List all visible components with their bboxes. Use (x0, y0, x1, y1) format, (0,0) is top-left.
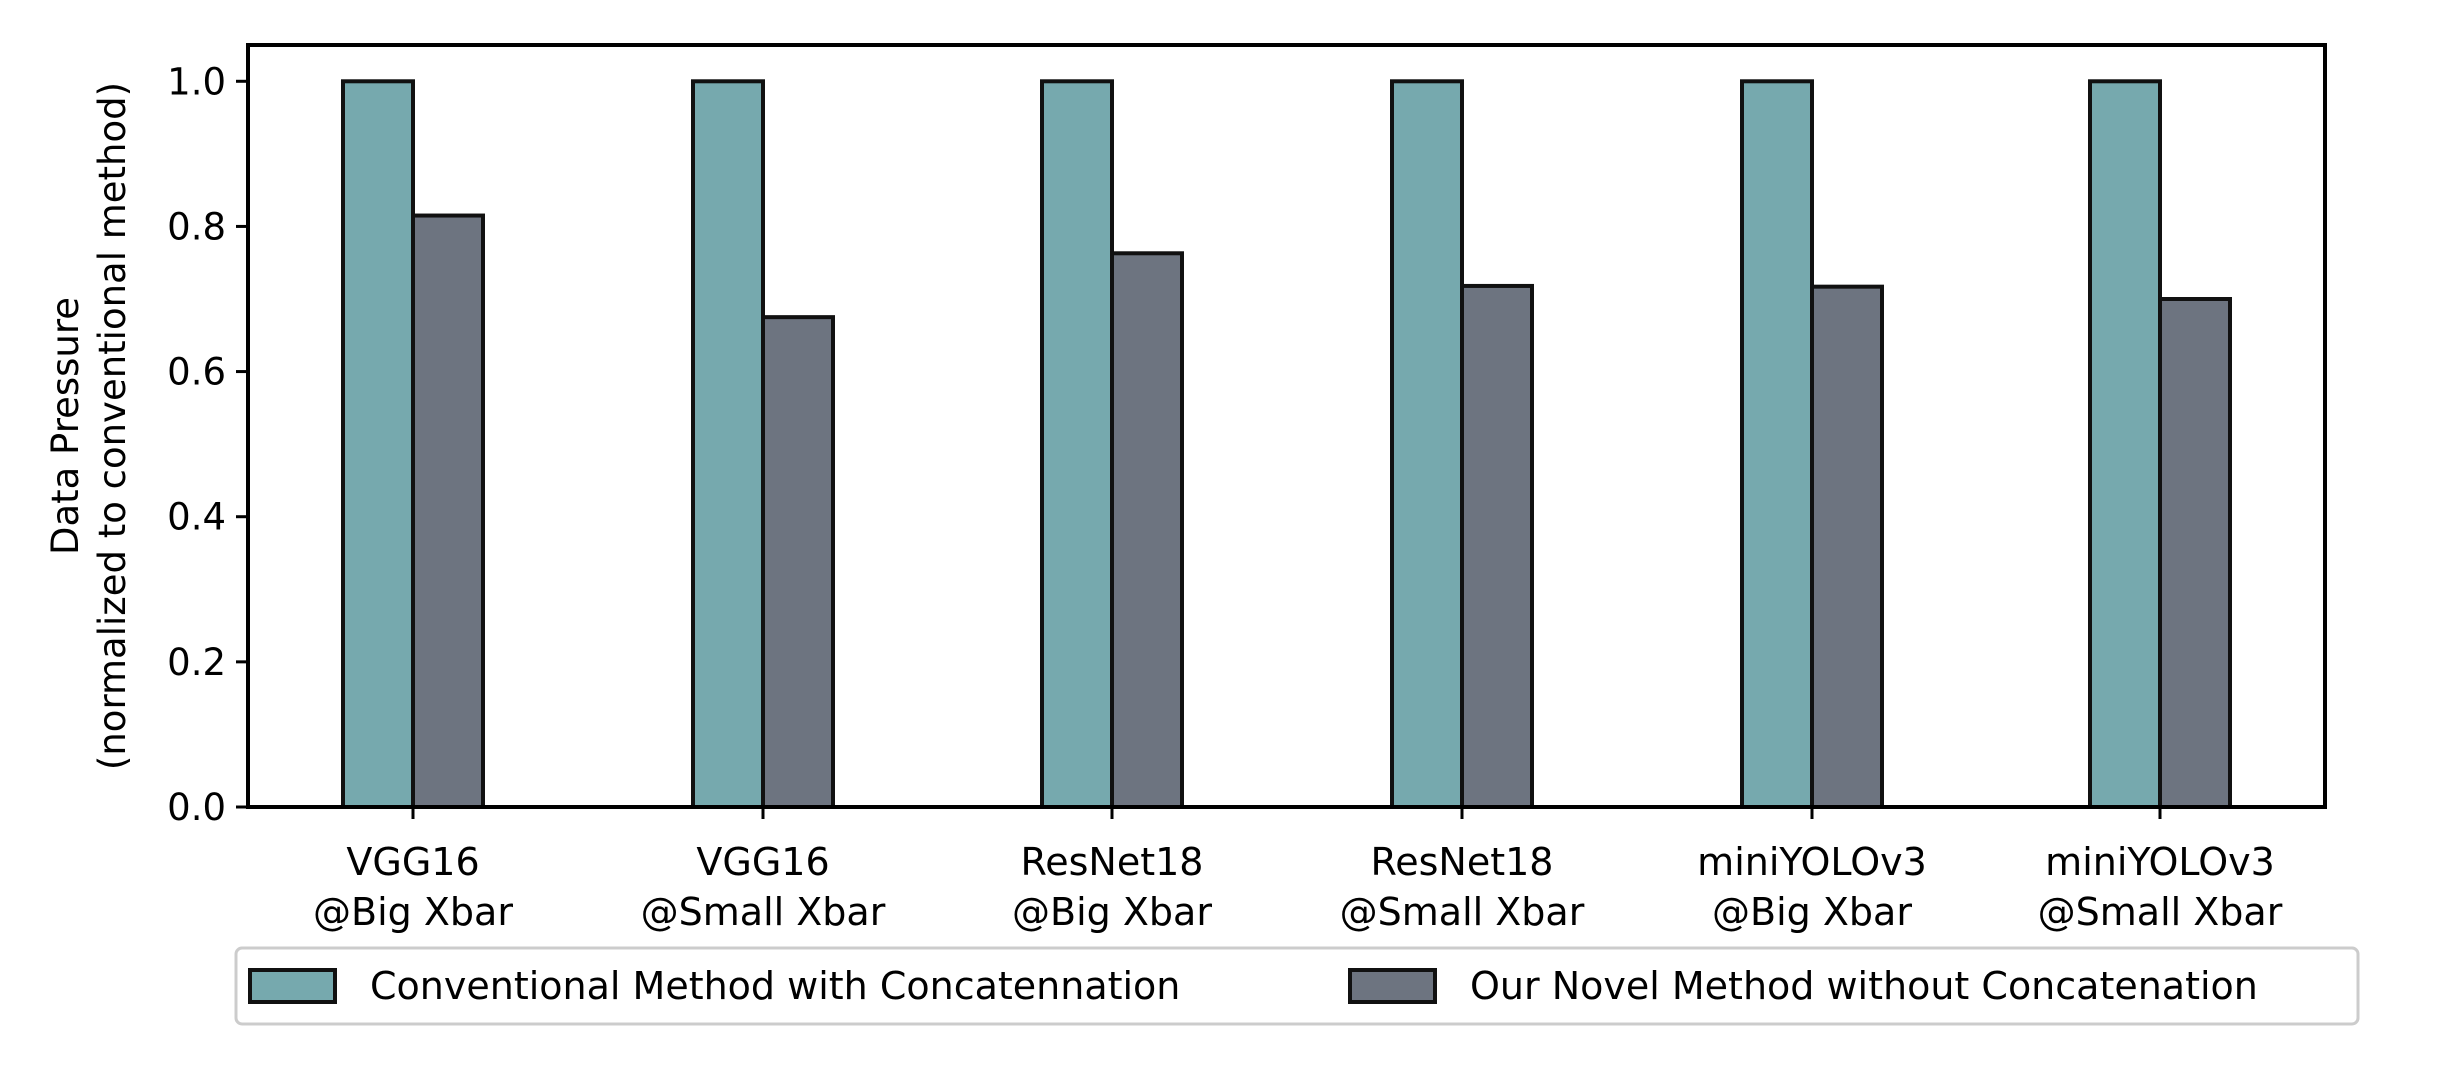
bar-conventional-3 (1390, 79, 1464, 810)
bars-layer (341, 79, 2232, 810)
x-tick-label: @Small Xbar (2038, 890, 2283, 934)
x-tick-label: miniYOLOv3 (1697, 840, 1927, 884)
legend-box (234, 946, 2360, 1026)
y-tick-label: 0.2 (167, 641, 226, 684)
plot-frame (246, 43, 2327, 809)
bar-novel-3 (1460, 283, 1534, 809)
y-tick-label: 0.6 (167, 351, 226, 394)
x-tick-label: ResNet18 (1371, 840, 1554, 884)
legend-label-conventional: Conventional Method with Concatennation (370, 964, 1180, 1008)
y-tick-label: 1.0 (167, 60, 226, 103)
legend-label-novel: Our Novel Method without Concatenation (1470, 964, 2258, 1008)
x-tick-label: @Small Xbar (1340, 890, 1585, 934)
bar-conventional-1 (691, 79, 765, 810)
x-tick-label: VGG16 (346, 840, 479, 884)
bar-conventional-2 (1040, 79, 1114, 810)
x-tick-label: VGG16 (696, 840, 829, 884)
bar-novel-5 (2158, 297, 2232, 809)
bar-novel-2 (1110, 251, 1184, 809)
y-axis-title-line-1: Data Pressure (44, 297, 87, 555)
x-tick-label: @Big Xbar (313, 890, 513, 934)
x-tick-label: @Big Xbar (1012, 890, 1212, 934)
x-tick-label: miniYOLOv3 (2045, 840, 2275, 884)
bar-conventional-5 (2088, 79, 2162, 810)
y-tick-label: 0.8 (167, 205, 226, 248)
x-tick-label: @Small Xbar (641, 890, 886, 934)
legend-swatch-novel (1348, 968, 1437, 1004)
x-tick-label: @Big Xbar (1712, 890, 1912, 934)
y-tick-label: 0.4 (167, 496, 226, 539)
legend: Conventional Method with Concatennation O… (234, 946, 2360, 1026)
bar-novel-0 (411, 213, 485, 810)
bar-conventional-4 (1740, 79, 1814, 810)
x-axis: VGG16 @Big Xbar VGG16 @Small Xbar ResNet18 @B… (313, 807, 2283, 934)
bar-novel-1 (761, 315, 835, 809)
legend-swatch-conventional (248, 968, 337, 1004)
y-axis-title: Data Pressure (normalized to conventional… (44, 82, 134, 770)
x-tick-label: ResNet18 (1021, 840, 1204, 884)
bar-novel-4 (1810, 284, 1884, 810)
y-axis: 0.0 0.2 0.4 0.6 0.8 1.0 (167, 60, 248, 829)
y-axis-title-line-2: (normalized to conventional method) (91, 82, 134, 770)
bar-conventional-0 (341, 79, 415, 810)
y-tick-label: 0.0 (167, 786, 226, 829)
